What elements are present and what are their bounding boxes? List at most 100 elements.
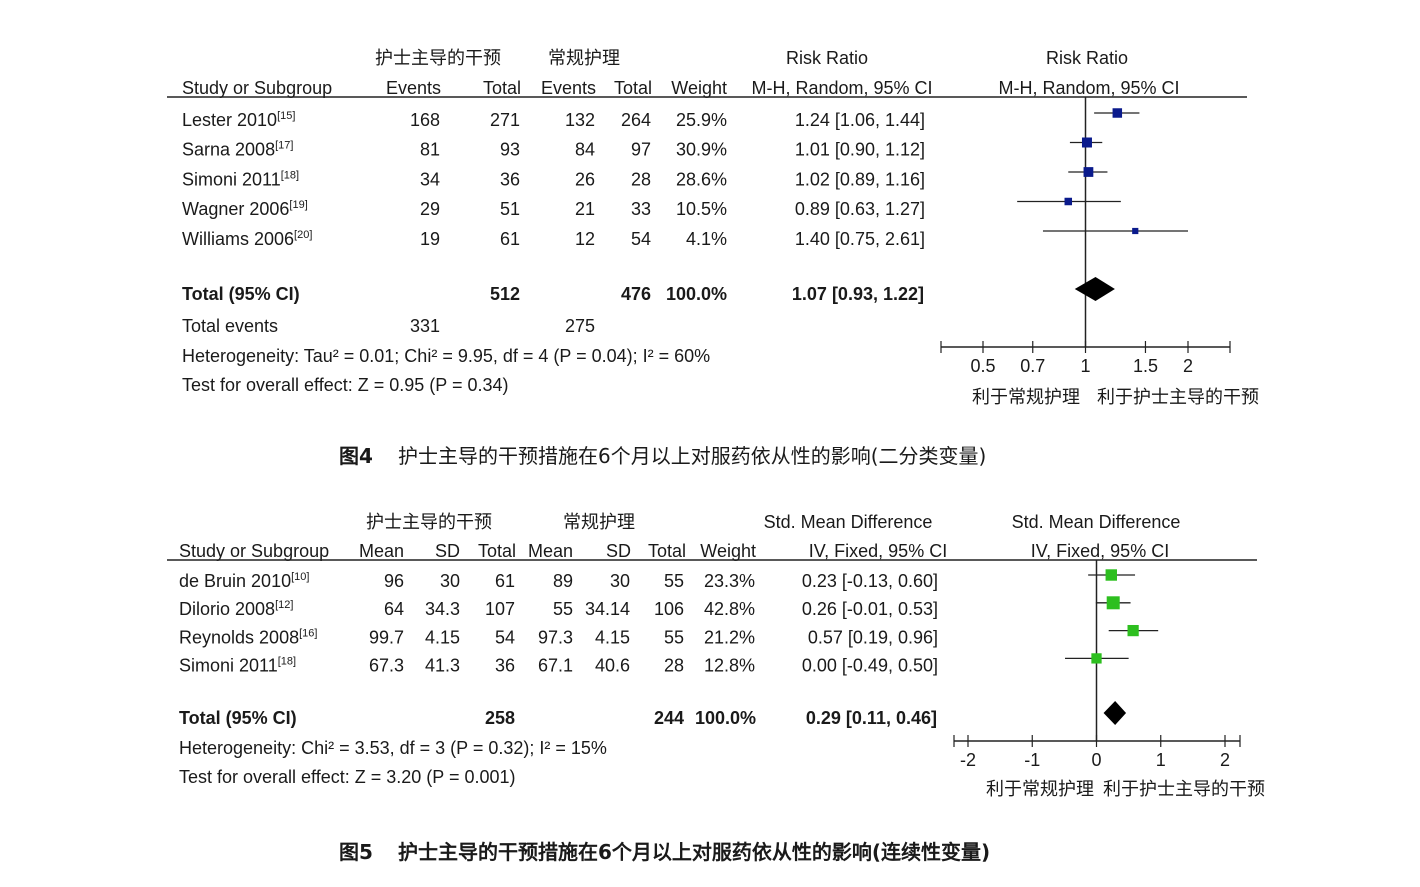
plot-header: Std. Mean Difference <box>1012 512 1181 532</box>
col-header-ci: IV, Fixed, 95% CI <box>809 541 947 561</box>
table-cell: 26 <box>575 169 595 189</box>
ci-text: 1.40 [0.75, 2.61] <box>795 229 925 249</box>
total-weight: 100.0% <box>695 708 756 728</box>
col-header-ci: M-H, Random, 95% CI <box>751 78 932 98</box>
group-header-control: 常规护理 <box>563 512 635 533</box>
table-cell: 36 <box>495 656 515 676</box>
table-cell: 55 <box>664 627 684 647</box>
axis-left-label: 利于常规护理 <box>986 779 1094 800</box>
caption: 护士主导的干预措施在6个月以上对服药依从性的影响(连续性变量) <box>398 840 990 864</box>
table-cell: 28 <box>664 656 684 676</box>
study-reference: [10] <box>291 571 309 583</box>
table-cell: 54 <box>495 627 515 647</box>
total-ci-text: 1.07 [0.93, 1.22] <box>792 284 924 304</box>
table-cell: 19 <box>420 229 440 249</box>
table-cell: 61 <box>500 229 520 249</box>
study-name-label: Williams 2006 <box>182 229 294 249</box>
axis-tick-label: 1 <box>1156 750 1166 770</box>
col-header-events: Events <box>541 78 596 98</box>
total-int: 512 <box>490 284 520 304</box>
col-header-total: Total <box>614 78 652 98</box>
col-header-mean: Mean <box>359 541 404 561</box>
table-cell: 106 <box>654 599 684 619</box>
table-cell: 34 <box>420 169 440 189</box>
ci-text: 1.01 [0.90, 1.12] <box>795 140 925 160</box>
table-cell: 54 <box>631 229 651 249</box>
study-name: Williams 2006[20] <box>182 229 312 249</box>
ci-text: 0.57 [0.19, 0.96] <box>808 627 938 647</box>
col-header-total: Total <box>478 541 516 561</box>
ci-text: 0.00 [-0.49, 0.50] <box>802 656 938 676</box>
table-cell: 23.3% <box>704 571 755 591</box>
axis-tick-label: -2 <box>960 750 976 770</box>
ci-text: 0.23 [-0.13, 0.60] <box>802 571 938 591</box>
axis-tick-label: 0.7 <box>1020 356 1045 376</box>
study-rows: de Bruin 2010[10] 96 30 61 89 30 55 23.3% 0.23 [… <box>179 571 938 676</box>
total-weight: 100.0% <box>666 284 727 304</box>
col-header-plot-ci: IV, Fixed, 95% CI <box>1031 541 1169 561</box>
study-reference: [15] <box>277 110 295 122</box>
figure-5: 护士主导的干预 常规护理 Std. Mean Difference Std. M… <box>167 512 1265 864</box>
effect-marker <box>1064 197 1073 206</box>
study-name-label: Sarna 2008 <box>182 140 275 160</box>
pooled-diamond <box>1103 701 1127 725</box>
total-label: Total (95% CI) <box>179 708 297 728</box>
table-cell: 40.6 <box>595 656 630 676</box>
effect-marker <box>1127 624 1139 637</box>
table-cell: 67.1 <box>538 656 573 676</box>
study-name-label: Lester 2010 <box>182 110 277 130</box>
heterogeneity: Heterogeneity: Tau² = 0.01; Chi² = 9.95,… <box>182 346 710 366</box>
table-cell: 84 <box>575 140 595 160</box>
figure-4: 护士主导的干预 常规护理 Risk Ratio Risk Ratio Study… <box>167 48 1259 468</box>
table-cell: 67.3 <box>369 656 404 676</box>
table-cell: 51 <box>500 199 520 219</box>
table-cell: 34.14 <box>585 599 630 619</box>
group-header-control: 常规护理 <box>548 48 620 69</box>
total-ci-text: 0.29 [0.11, 0.46] <box>806 708 937 728</box>
ci-text: 0.26 [-0.01, 0.53] <box>802 599 938 619</box>
study-reference: [16] <box>299 627 317 639</box>
col-header-mean: Mean <box>528 541 573 561</box>
axis-tick-label: 1 <box>1080 356 1090 376</box>
total-events-label: Total events <box>182 316 278 336</box>
study-name: Wagner 2006[19] <box>182 199 308 219</box>
table-cell: 64 <box>384 599 404 619</box>
study-reference: [18] <box>281 169 299 181</box>
study-name-label: Dilorio 2008 <box>179 599 275 619</box>
study-name-label: Simoni 2011 <box>182 169 281 189</box>
total-events-int: 331 <box>410 316 440 336</box>
table-cell: 89 <box>553 571 573 591</box>
table-cell: 4.15 <box>595 627 630 647</box>
axis-tick-label: 1.5 <box>1133 356 1158 376</box>
table-cell: 34.3 <box>425 599 460 619</box>
overall-effect: Test for overall effect: Z = 0.95 (P = 0… <box>182 375 509 395</box>
table-cell: 36 <box>500 169 520 189</box>
effect-marker <box>1105 569 1117 581</box>
effect-marker <box>1081 137 1092 148</box>
col-header-plot-ci: M-H, Random, 95% CI <box>998 78 1179 98</box>
table-cell: 55 <box>664 571 684 591</box>
col-header-total: Total <box>648 541 686 561</box>
study-name: Dilorio 2008[12] <box>179 599 293 619</box>
caption: 护士主导的干预措施在6个月以上对服药依从性的影响(二分类变量) <box>398 444 986 468</box>
axis-tick-label: -1 <box>1024 750 1040 770</box>
axis-tick-label: 2 <box>1183 356 1193 376</box>
ci-text: 1.24 [1.06, 1.44] <box>795 110 925 130</box>
col-header-total: Total <box>483 78 521 98</box>
study-reference: [17] <box>275 140 293 152</box>
ci-text: 0.89 [0.63, 1.27] <box>795 199 925 219</box>
table-cell: 97 <box>631 140 651 160</box>
forest-plot-area: -2 -1 0 1 2 <box>953 560 1241 770</box>
study-name: Reynolds 2008[16] <box>179 627 317 647</box>
overall-effect: Test for overall effect: Z = 3.20 (P = 0… <box>179 767 516 787</box>
caption-number: 图5 <box>339 840 373 864</box>
study-reference: [19] <box>289 199 307 211</box>
table-cell: 4.1% <box>686 229 727 249</box>
table-cell: 93 <box>500 140 520 160</box>
study-reference: [12] <box>275 599 293 611</box>
table-cell: 96 <box>384 571 404 591</box>
col-header-events: Events <box>386 78 441 98</box>
total-events-ctrl: 275 <box>565 316 595 336</box>
